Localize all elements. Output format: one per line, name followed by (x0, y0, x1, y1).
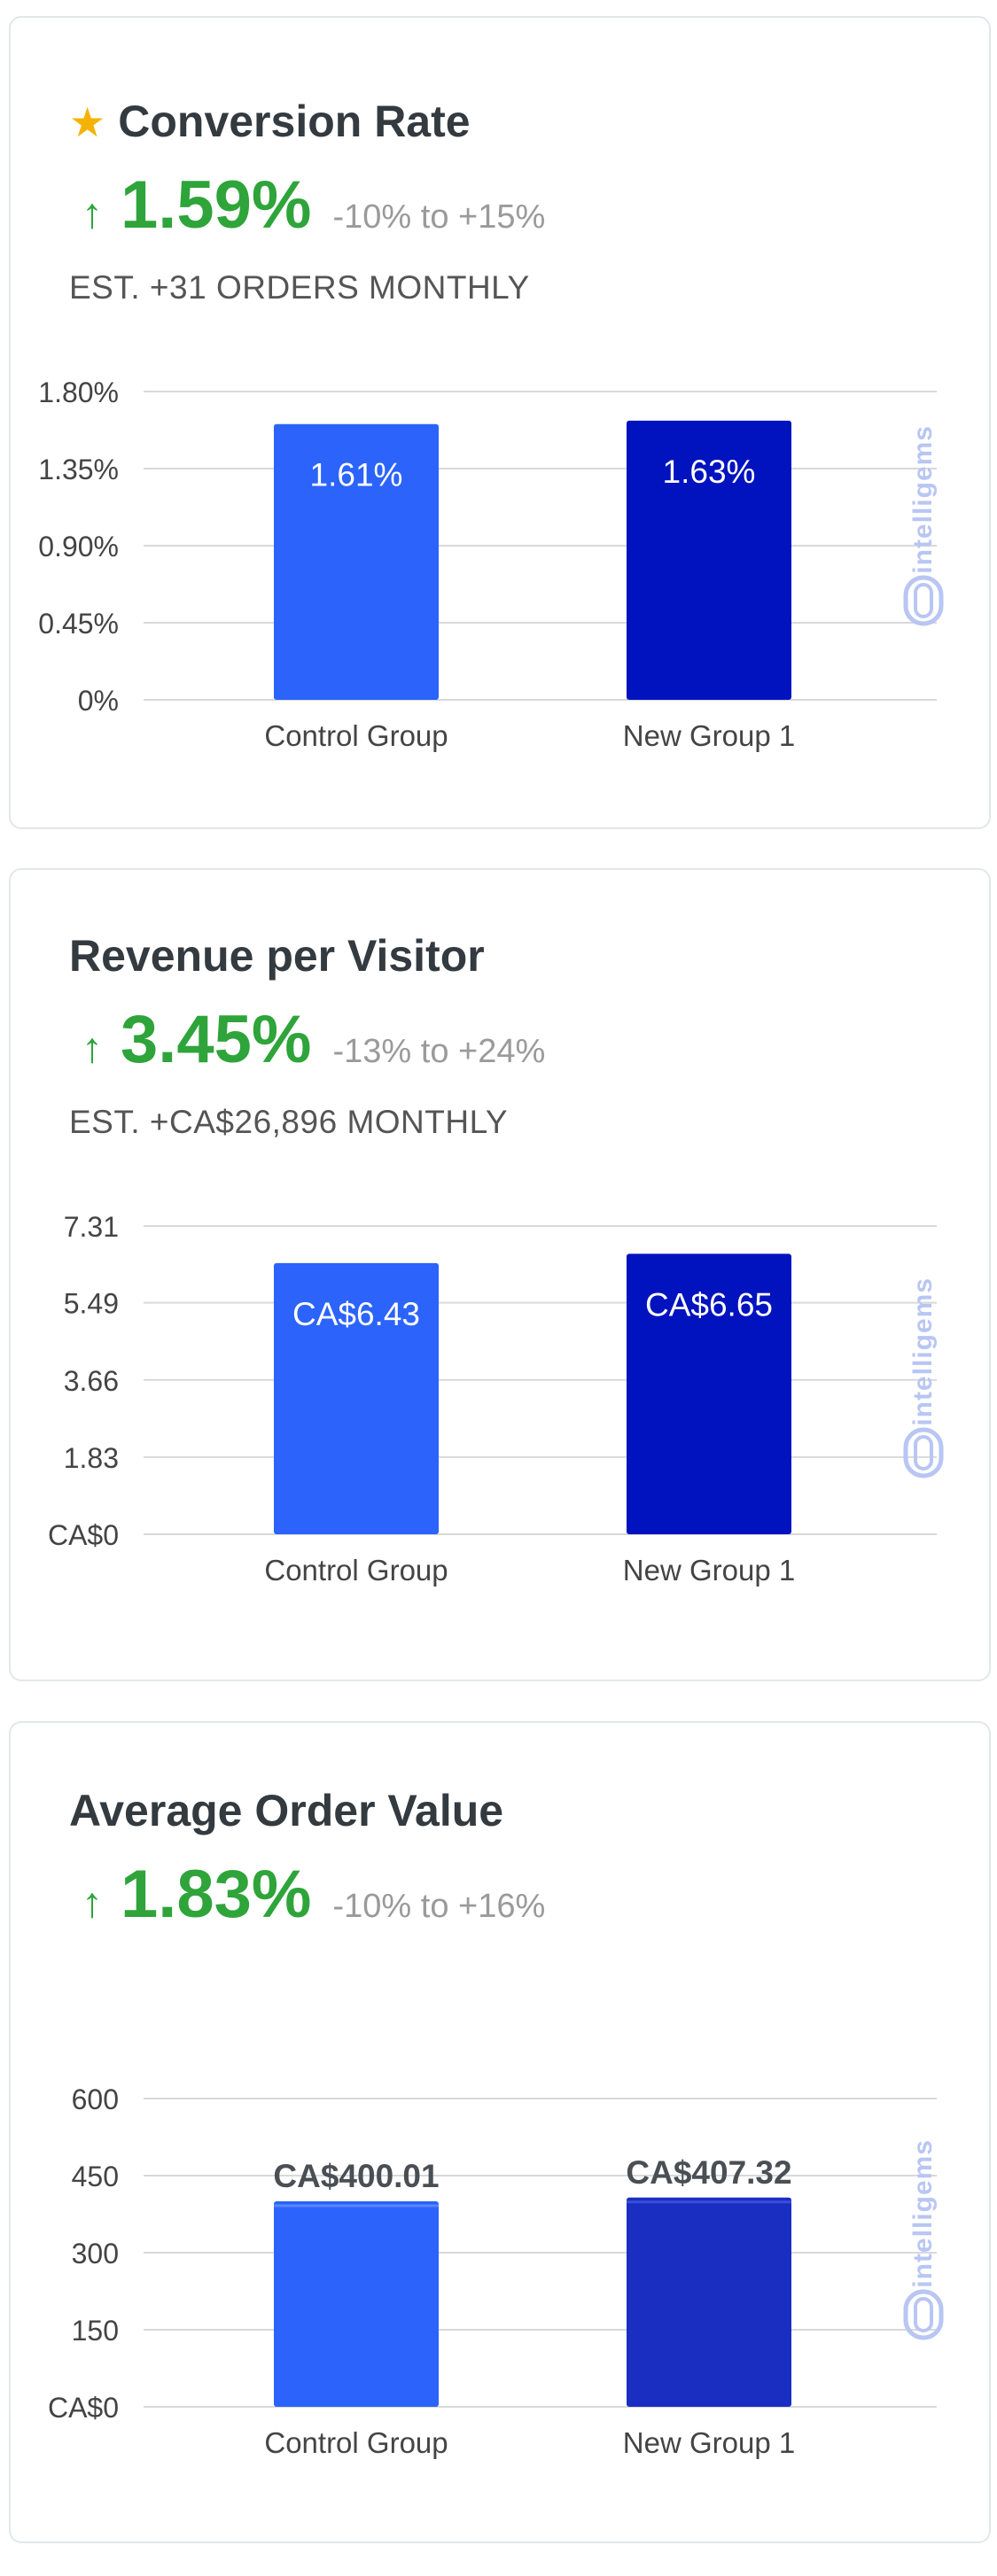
uplift-value: 3.45% (121, 1001, 312, 1078)
y-tick-label: 3.66 (64, 1365, 119, 1397)
uplift-row: ↑ 1.83% -10% to +16% (82, 1856, 545, 1933)
watermark-text: intelligems (908, 2139, 939, 2288)
monthly-estimate: EST. +CA$26,896 MONTHLY (69, 1104, 508, 1141)
bar-value-label: CA$6.43 (292, 1296, 420, 1332)
uplift-value: 1.83% (121, 1856, 312, 1933)
y-tick-label: 1.35% (38, 454, 119, 485)
y-tick-label: 0.45% (38, 608, 119, 640)
confidence-range: -10% to +16% (333, 1888, 546, 1926)
intelligems-logo-icon (902, 2288, 945, 2341)
card-title: ★ Conversion Rate (69, 96, 471, 147)
y-tick-label: 150 (72, 2315, 119, 2347)
uplift-value: 1.59% (121, 167, 312, 244)
bar (274, 2201, 439, 2407)
bar-value-label: CA$6.65 (645, 1286, 773, 1323)
uplift-row: ↑ 1.59% -10% to +15% (82, 167, 545, 244)
card-title: Revenue per Visitor (69, 930, 485, 982)
y-tick-label: 1.83 (64, 1442, 119, 1474)
average-order-value-card: Average Order Value ↑ 1.83% -10% to +16%… (9, 1721, 991, 2543)
bar-value-label: CA$400.01 (273, 2158, 439, 2194)
y-tick-label: 600 (72, 2083, 119, 2115)
x-category-label: Control Group (264, 2426, 448, 2459)
y-tick-label: 1.80% (38, 376, 119, 408)
arrow-up-icon: ↑ (82, 1024, 103, 1073)
intelligems-watermark: intelligems (897, 425, 950, 627)
y-tick-label: CA$0 (48, 2392, 119, 2424)
intelligems-watermark: intelligems (897, 2139, 950, 2341)
y-tick-label: 0.90% (38, 531, 119, 563)
watermark-text: intelligems (908, 425, 939, 574)
conversion-rate-chart: 0% 0.45% 0.90% 1.35% 1.80% 1.61% Control Group… (11, 345, 985, 771)
intelligems-logo-icon (902, 574, 945, 627)
y-tick-label: 5.49 (64, 1288, 119, 1320)
arrow-up-icon: ↑ (82, 190, 103, 238)
confidence-range: -10% to +15% (333, 198, 546, 237)
average-order-value-chart: CA$0 150 300 450 600 CA$400.01 Control Group CA… (11, 2024, 985, 2467)
x-category-label: New Group 1 (623, 2426, 795, 2459)
bar (627, 2198, 791, 2407)
x-category-label: Control Group (264, 719, 448, 752)
card-title: Average Order Value (69, 1785, 503, 1836)
y-tick-label: CA$0 (48, 1519, 119, 1551)
y-tick-label: 450 (72, 2161, 119, 2192)
uplift-row: ↑ 3.45% -13% to +24% (82, 1001, 545, 1078)
bar-value-label: CA$407.32 (626, 2154, 791, 2191)
y-tick-label: 300 (72, 2238, 119, 2270)
arrow-up-icon: ↑ (82, 1879, 103, 1928)
conversion-rate-card: ★ Conversion Rate ↑ 1.59% -10% to +15% ES… (9, 16, 991, 829)
x-category-label: Control Group (264, 1554, 448, 1587)
monthly-estimate: EST. +31 ORDERS MONTHLY (69, 269, 530, 306)
bar-value-label: 1.61% (310, 457, 403, 493)
y-tick-label: 0% (78, 685, 119, 717)
revenue-per-visitor-card: Revenue per Visitor ↑ 3.45% -13% to +24%… (9, 868, 991, 1681)
y-tick-label: 7.31 (64, 1211, 119, 1243)
intelligems-watermark: intelligems (897, 1277, 950, 1479)
x-category-label: New Group 1 (623, 719, 795, 752)
confidence-range: -13% to +24% (333, 1033, 546, 1071)
star-icon: ★ (69, 99, 105, 145)
revenue-per-visitor-chart: CA$0 1.83 3.66 5.49 7.31 CA$6.43 Control Group… (11, 1180, 985, 1605)
x-category-label: New Group 1 (623, 1554, 795, 1587)
intelligems-logo-icon (902, 1426, 945, 1479)
watermark-text: intelligems (908, 1277, 939, 1426)
bar-value-label: 1.63% (663, 454, 756, 490)
